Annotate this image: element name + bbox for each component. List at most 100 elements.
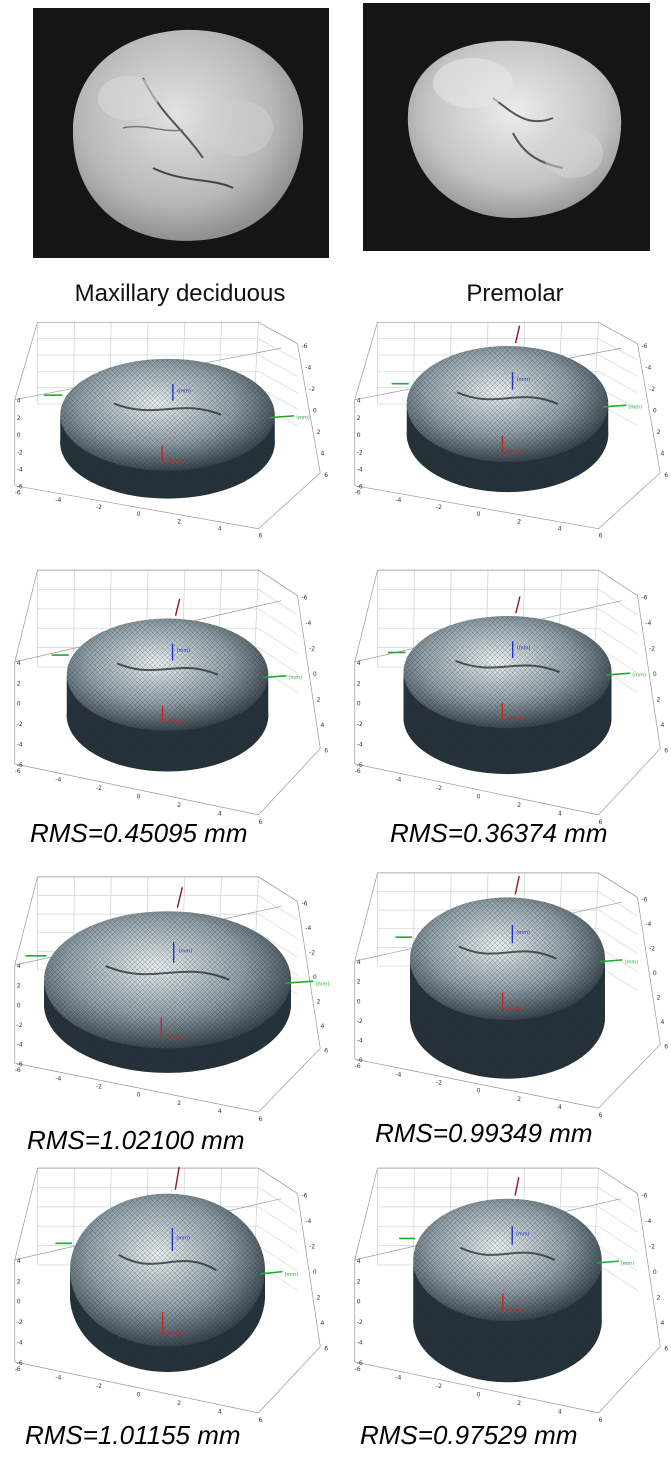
z-tick-label: 0 [17,1299,21,1306]
x-tick-label: -2 [436,785,442,792]
y-tick-label: 6 [664,748,668,755]
y-tick-label: -6 [302,343,308,350]
x-tick-label: -2 [96,1383,102,1390]
coordinate-axes: (mm) (mm) (mm) [51,598,302,724]
y-tick-label: -4 [305,1218,311,1225]
y-axis-unit-label: (mm) [632,673,646,679]
z-tick-label: -4 [357,1340,363,1347]
y-tick-label: -4 [645,364,651,371]
y-tick-label: 2 [317,429,321,436]
z-axis-unit-label: (mm) [517,646,531,652]
x-tick-label: 0 [137,793,141,800]
mesh-plot-row2-left: 4 2 0 -2 -4 -6 -6 -4 -2 0 2 4 6 -6 -4 -2 0 2 4 6 (mm) (mm) (mm… [5,565,330,826]
mesh-plot-row1-right: 4 2 0 -2 -4 -6 -6 -4 -2 0 2 4 6 -6 -4 -2 0 2 4 6 (mm) (mm) (mm… [345,318,670,540]
plot-svg: 420-2-4-6-6-4-20246-6-4-20246(mm)(mm)(mm… [14,876,329,1123]
coordinate-axes: (mm) (mm) (mm) [44,384,310,464]
z-tick-label: 0 [17,701,21,708]
z-tick-label: 2 [357,415,361,422]
y-tick-label: 2 [317,998,321,1005]
y-tick-label: 4 [320,450,324,457]
coordinate-axes: (mm) (mm) (mm) [387,596,646,722]
z-tick-label: -4 [17,467,23,474]
x-tick-label: -6 [15,1067,21,1074]
coordinate-axes: (mm) (mm) (mm) [391,325,642,455]
rms-row4-right: RMS=0.97529 mm [360,1420,578,1450]
z-tick-label: -6 [17,762,23,769]
y-tick-label: -2 [649,386,655,393]
y-tick-label: 2 [317,697,321,704]
y-tick-label: 2 [657,697,661,704]
mesh-plot-row2-right: 4 2 0 -2 -4 -6 -6 -4 -2 0 2 4 6 -6 -4 -2 0 2 4 6 (mm) (mm) (mm… [345,565,670,826]
x-tick-label: 4 [218,526,222,533]
y-tick-label: 0 [313,974,317,981]
mesh-plot-row3-left: 4 2 0 -2 -4 -6 -6 -4 -2 0 2 4 6 -6 -4 -2 0 2 4 6 (mm) (mm) (mm… [5,872,330,1123]
y-tick-label: -6 [642,1193,648,1200]
plot-svg: 420-2-4-6-6-4-20246-6-4-20246(mm)(mm)(mm… [354,321,668,540]
x-tick-label: 2 [517,1096,521,1103]
y-tick-label: 6 [664,1346,668,1353]
z-tick-label: -4 [17,1340,23,1347]
z-tick-label: 2 [357,979,361,986]
x-tick-label: 4 [218,1108,222,1115]
x-tick-label: 0 [477,1088,481,1095]
x-axis-unit-label: (mm) [168,718,182,724]
rms-row2-left: RMS=0.45095 mm [30,818,248,848]
y-axis-unit-label: (mm) [296,415,310,421]
y-tick-label: 2 [317,1295,321,1302]
z-tick-label: 4 [17,660,21,667]
z-tick-label: 4 [357,660,361,667]
rms-row2-right: RMS=0.36374 mm [390,818,608,848]
y-tick-label: -4 [645,1218,651,1225]
x-axis-unit-label: (mm) [168,1034,182,1040]
tooth-mesh [413,1198,602,1383]
z-tick-label: 2 [17,1278,21,1285]
x-tick-label: 0 [477,1391,481,1398]
x-tick-label: -4 [55,1075,61,1082]
y-tick-label: 0 [313,407,317,414]
plot-svg: 420-2-4-6-6-4-20246-6-4-20246(mm)(mm)(mm… [14,1166,328,1424]
x-tick-label: 6 [599,1112,603,1119]
z-tick-label: 0 [17,432,21,439]
z-tick-label: 4 [357,959,361,966]
x-tick-label: -2 [96,785,102,792]
x-tick-label: 0 [477,511,481,518]
tooth-mesh [410,897,605,1079]
y-tick-label: -2 [309,949,315,956]
z-tick-label: 4 [357,1258,361,1265]
mesh-plot-row4-left: 4 2 0 -2 -4 -6 -6 -4 -2 0 2 4 6 -6 -4 -2 0 2 4 6 (mm) (mm) (mm… [5,1163,330,1424]
x-tick-label: 6 [259,1116,263,1123]
x-tick-label: -4 [395,497,401,504]
x-tick-label: -4 [395,776,401,783]
z-tick-label: -6 [17,1360,23,1367]
premolar-photo [363,3,650,251]
x-tick-label: -2 [436,504,442,511]
plot-svg: 420-2-4-6-6-4-20246-6-4-20246(mm)(mm)(mm… [14,321,328,540]
y-tick-label: -4 [305,364,311,371]
y-tick-label: 0 [313,671,317,678]
z-tick-label: 4 [17,963,21,970]
x-tick-label: -4 [55,776,61,783]
y-tick-label: 0 [653,970,657,977]
x-tick-label: 4 [558,810,562,817]
x-tick-label: -4 [395,1374,401,1381]
coordinate-axes: (mm) (mm) (mm) [55,1166,298,1337]
rms-row4-left: RMS=1.01155 mm [25,1420,241,1450]
z-tick-label: -2 [17,721,23,728]
z-tick-label: -4 [17,742,23,749]
rms-row3-left: RMS=1.02100 mm [27,1125,245,1155]
y-tick-label: -2 [649,945,655,952]
y-tick-label: -6 [642,896,648,903]
x-axis-unit-label: (mm) [168,458,182,464]
y-tick-label: 0 [653,1269,657,1276]
plot-svg: 420-2-4-6-6-4-20246-6-4-20246(mm)(mm)(mm… [354,872,668,1119]
y-tick-label: 6 [324,1346,328,1353]
y-tick-label: -2 [309,386,315,393]
x-tick-label: 2 [517,518,521,525]
plot-svg: 420-2-4-6-6-4-20246-6-4-20246(mm)(mm)(mm… [354,1167,668,1424]
y-tick-label: -6 [302,900,308,907]
tooth-mesh [70,1193,265,1373]
y-tick-label: 4 [320,722,324,729]
x-tick-label: -2 [96,1083,102,1090]
y-tick-label: -2 [649,1244,655,1251]
tooth-mesh [44,911,291,1073]
